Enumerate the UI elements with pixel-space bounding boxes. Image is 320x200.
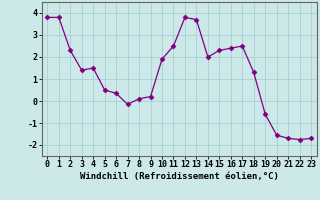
X-axis label: Windchill (Refroidissement éolien,°C): Windchill (Refroidissement éolien,°C) <box>80 172 279 181</box>
